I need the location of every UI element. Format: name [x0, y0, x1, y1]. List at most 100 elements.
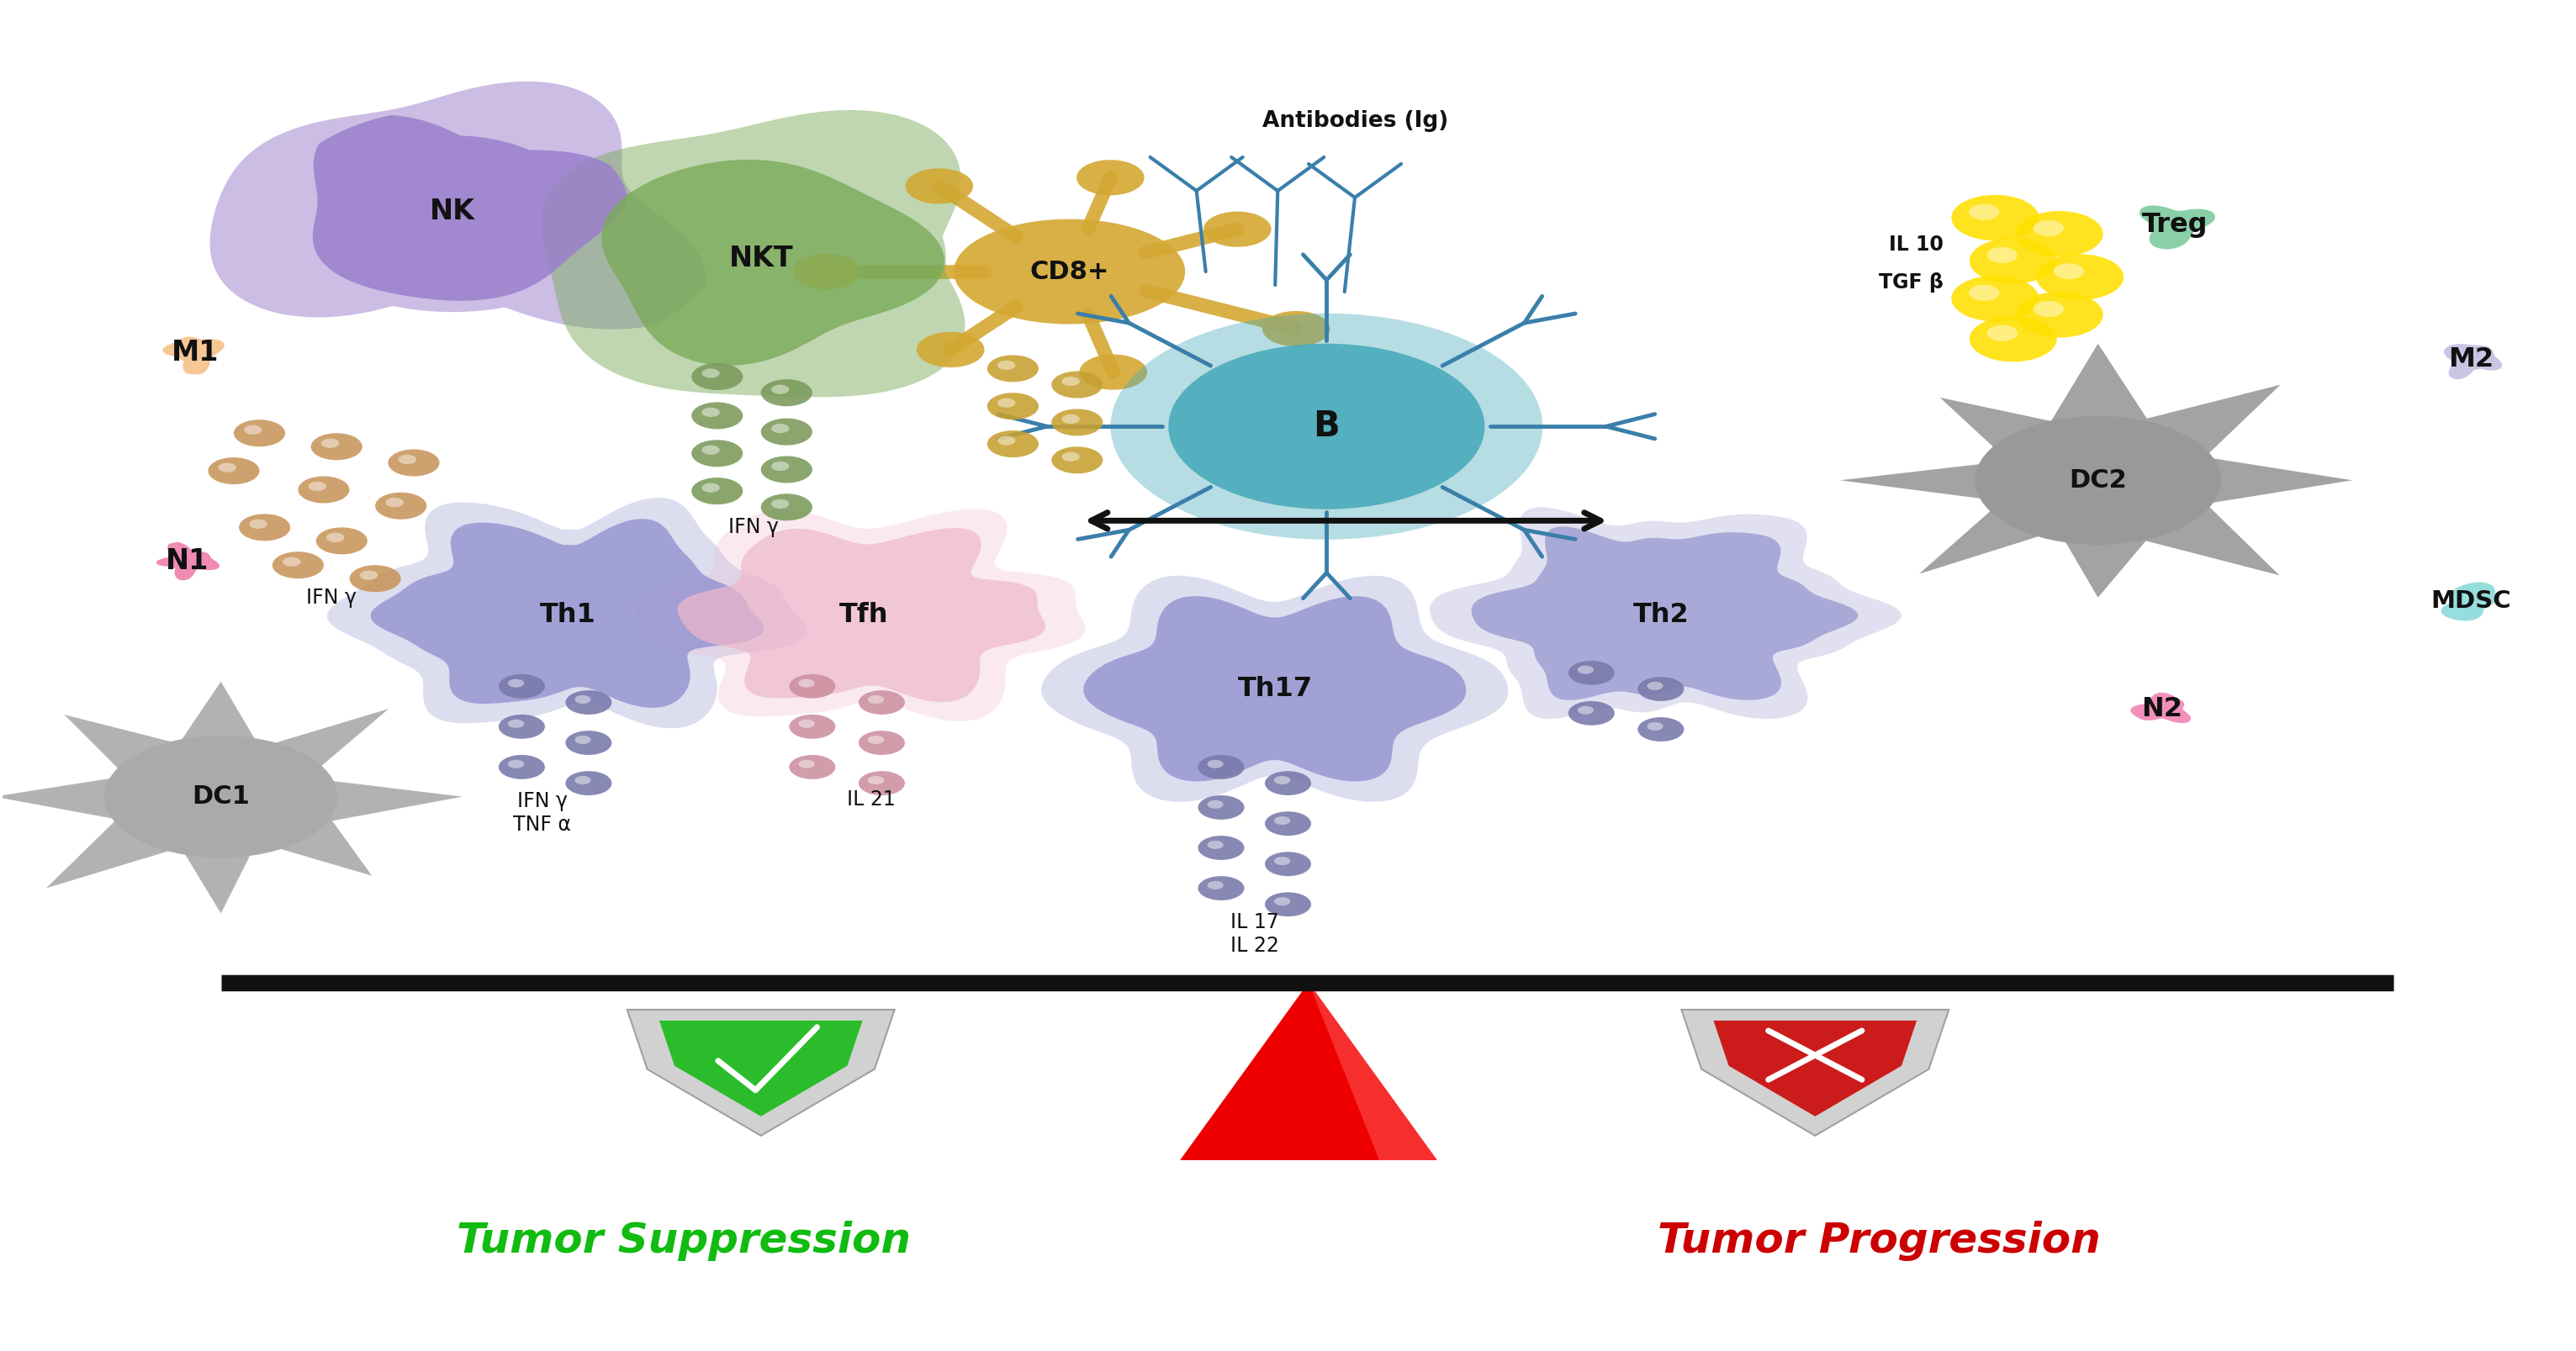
Text: M2: M2	[2447, 346, 2494, 372]
Circle shape	[1971, 316, 2056, 362]
Circle shape	[1061, 377, 1079, 386]
Circle shape	[1577, 666, 1595, 674]
Text: IL 17
IL 22: IL 17 IL 22	[1231, 912, 1278, 955]
Circle shape	[574, 775, 590, 785]
Circle shape	[245, 426, 263, 435]
Polygon shape	[1203, 212, 1273, 247]
Circle shape	[1198, 796, 1244, 820]
Circle shape	[1051, 447, 1103, 474]
Circle shape	[1986, 247, 2017, 263]
Polygon shape	[917, 332, 984, 367]
Circle shape	[1110, 313, 1543, 539]
Circle shape	[312, 434, 363, 461]
Circle shape	[1265, 771, 1311, 796]
Circle shape	[760, 419, 811, 446]
Circle shape	[500, 755, 546, 780]
Circle shape	[799, 759, 814, 769]
Circle shape	[799, 680, 814, 688]
Circle shape	[327, 532, 345, 542]
Circle shape	[273, 551, 325, 578]
Circle shape	[788, 715, 835, 739]
Text: Th2: Th2	[1633, 603, 1690, 628]
Circle shape	[1208, 840, 1224, 848]
Polygon shape	[0, 681, 461, 913]
Circle shape	[760, 457, 811, 482]
Polygon shape	[1079, 354, 1146, 390]
Circle shape	[2014, 211, 2102, 257]
Ellipse shape	[2069, 169, 2282, 280]
Polygon shape	[1839, 343, 2352, 597]
Circle shape	[701, 482, 719, 492]
Circle shape	[250, 519, 268, 528]
Circle shape	[701, 369, 719, 378]
Circle shape	[574, 735, 590, 744]
Text: CD8+: CD8+	[1030, 259, 1110, 284]
Text: Tumor Progression: Tumor Progression	[1659, 1221, 2102, 1260]
Circle shape	[1968, 285, 1999, 301]
Circle shape	[234, 420, 286, 447]
Polygon shape	[2141, 205, 2215, 249]
Circle shape	[1208, 800, 1224, 809]
Text: N2: N2	[2141, 696, 2182, 723]
Circle shape	[1577, 707, 1595, 715]
Circle shape	[1275, 816, 1291, 825]
Circle shape	[1275, 775, 1291, 785]
Circle shape	[2014, 292, 2102, 338]
Circle shape	[1198, 755, 1244, 780]
Circle shape	[788, 674, 835, 698]
Text: DC2: DC2	[2069, 467, 2128, 493]
Circle shape	[240, 513, 291, 540]
Polygon shape	[953, 219, 1185, 324]
Circle shape	[507, 719, 523, 728]
Circle shape	[1208, 881, 1224, 889]
Text: Th17: Th17	[1236, 676, 1314, 703]
Circle shape	[1265, 892, 1311, 916]
Circle shape	[690, 403, 742, 430]
Polygon shape	[327, 497, 806, 728]
Circle shape	[2053, 263, 2084, 280]
Polygon shape	[541, 109, 966, 397]
Text: Tumor Suppression: Tumor Suppression	[456, 1221, 912, 1260]
Ellipse shape	[2378, 557, 2563, 646]
Text: TGF β: TGF β	[1878, 273, 1945, 292]
Circle shape	[1198, 875, 1244, 900]
Circle shape	[1265, 812, 1311, 836]
Ellipse shape	[2081, 669, 2244, 750]
Polygon shape	[209, 81, 706, 330]
Polygon shape	[157, 542, 219, 581]
Polygon shape	[371, 519, 765, 708]
Polygon shape	[793, 254, 860, 289]
Circle shape	[858, 731, 904, 755]
Circle shape	[770, 385, 788, 394]
Circle shape	[1646, 682, 1664, 690]
Text: M1: M1	[173, 339, 219, 366]
Text: N1: N1	[165, 547, 209, 576]
Circle shape	[322, 439, 340, 449]
Text: Treg: Treg	[2143, 212, 2208, 238]
Circle shape	[690, 363, 742, 390]
Text: Antibodies (Ig): Antibodies (Ig)	[1262, 109, 1448, 132]
Circle shape	[701, 446, 719, 455]
Circle shape	[376, 492, 428, 519]
Ellipse shape	[2388, 311, 2553, 407]
Circle shape	[868, 775, 884, 785]
Circle shape	[1051, 409, 1103, 436]
Text: DC1: DC1	[193, 785, 250, 809]
Circle shape	[788, 755, 835, 780]
Text: NKT: NKT	[729, 245, 793, 272]
Text: Tfh: Tfh	[840, 603, 889, 628]
Circle shape	[567, 731, 611, 755]
Polygon shape	[1713, 1020, 1917, 1116]
Circle shape	[997, 361, 1015, 370]
Circle shape	[361, 570, 379, 580]
Circle shape	[219, 463, 237, 473]
Polygon shape	[2130, 693, 2192, 723]
Polygon shape	[1077, 159, 1144, 196]
Circle shape	[299, 477, 350, 503]
Circle shape	[770, 499, 788, 508]
Circle shape	[500, 715, 546, 739]
Polygon shape	[636, 509, 1084, 721]
Polygon shape	[603, 159, 945, 366]
Circle shape	[868, 735, 884, 744]
Circle shape	[1275, 857, 1291, 865]
